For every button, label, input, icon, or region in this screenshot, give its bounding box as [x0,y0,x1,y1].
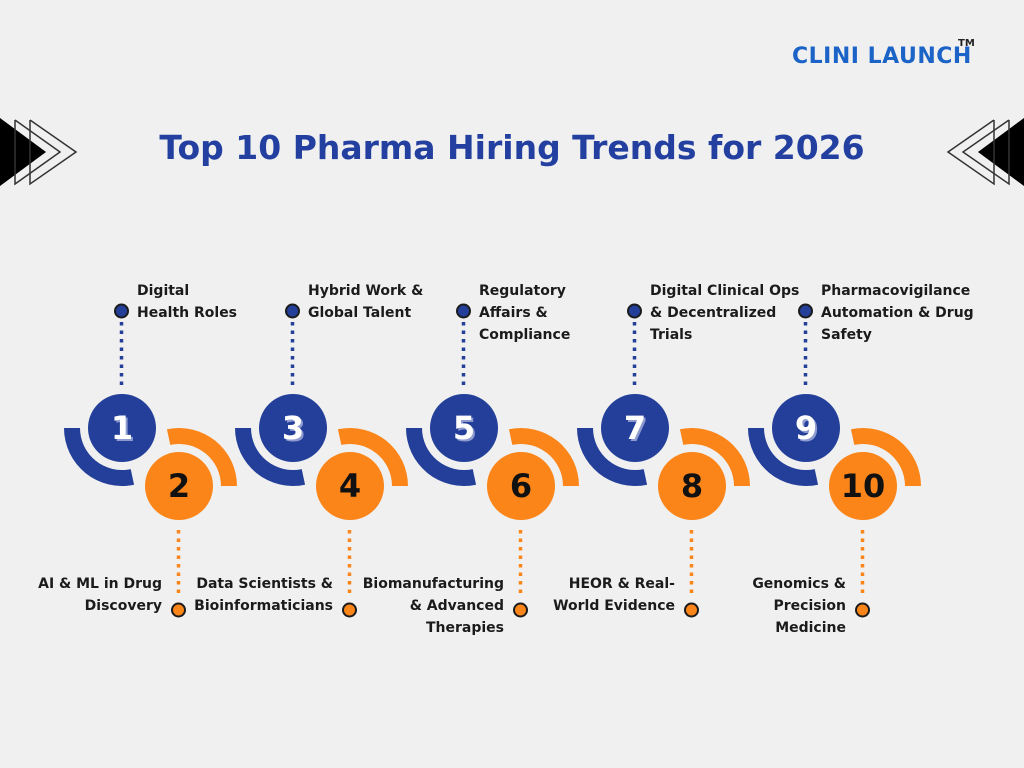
arc-segment [850,428,921,486]
marker-dot [456,303,471,319]
trend-label-5: Regulatory Affairs & Compliance [479,283,571,343]
arc-segment [577,428,648,487]
arc-segment [166,427,237,486]
trademark-mark: TM [958,38,975,49]
number-circle [88,394,156,462]
step-number: 6 [510,467,532,505]
svg-text:5: 5 [455,411,477,449]
svg-text:9: 9 [797,411,819,449]
number-circle [259,394,327,462]
arc-segment [748,428,819,487]
number-circle [145,452,213,520]
trend-label-7: Digital Clinical Ops & Decentralized Tri… [650,283,800,343]
number-circle [487,452,555,520]
trend-label-4: Data Scientists & Bioinformaticians [194,576,333,614]
trend-step-10: 10 [829,428,921,618]
chevron-arrows-left-icon [946,118,1024,186]
arc-segment [235,428,306,486]
step-number: 10 [841,467,886,505]
trend-label-1: Digital Health Roles [137,283,238,321]
trend-label-3: Hybrid Work & Global Talent [308,283,424,321]
marker-dot [855,602,870,618]
marker-dot [342,602,357,618]
step-number: 1 [111,409,133,447]
trend-step-4: 4 [316,427,408,618]
trend-label-6: Biomanufacturing & Advanced Therapies [362,576,504,636]
svg-text:7: 7 [626,411,648,449]
step-number: 7 [624,409,646,447]
step-number: 9 [795,409,817,447]
trend-step-8: 8 [658,428,750,618]
trend-label-9: Pharmacovigilance Automation & Drug Safe… [821,283,974,343]
number-circle [829,452,897,520]
trend-label-10: Genomics & Precision Medicine [752,576,846,636]
arc-segment [64,428,135,487]
arc-segment [337,427,408,486]
arc-segment [508,428,579,486]
number-circle [316,452,384,520]
page-title: Top 10 Pharma Hiring Trends for 2026 [159,128,865,167]
svg-text:3: 3 [284,411,306,449]
trend-label-2: AI & ML in Drug Discovery [38,576,162,614]
step-number: 8 [681,467,703,505]
marker-dot [513,602,528,618]
marker-dot [798,303,813,319]
number-circle [430,394,498,462]
step-number: 2 [168,467,190,505]
number-circle [658,452,726,520]
brand-logo: CLINI LAUNCH [792,44,972,69]
trend-step-5: 55 [406,303,498,486]
trend-step-1: 11 [64,303,156,487]
number-circle [772,394,840,462]
marker-dot [627,303,642,319]
marker-dot [114,303,129,319]
marker-dot [171,602,186,618]
trend-step-2: 2 [145,427,237,618]
trend-step-9: 99 [748,303,840,487]
step-number: 4 [339,467,361,505]
step-number: 3 [282,409,304,447]
trend-step-3: 33 [235,303,327,486]
trend-label-8: HEOR & Real- World Evidence [553,576,675,614]
marker-dot [285,303,300,319]
chevron-arrows-right-icon [0,118,78,186]
arc-segment [679,428,750,486]
number-circle [601,394,669,462]
trend-step-6: 6 [487,428,579,618]
arc-segment [406,428,477,486]
trend-step-7: 77 [577,303,669,487]
svg-text:1: 1 [113,411,135,449]
marker-dot [684,602,699,618]
step-number: 5 [453,409,475,447]
